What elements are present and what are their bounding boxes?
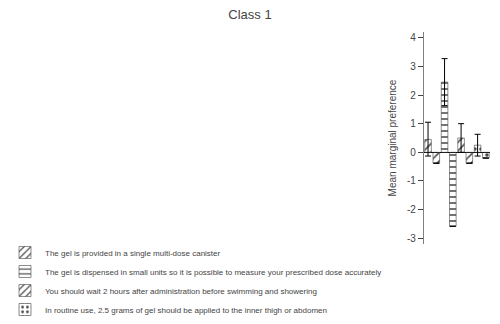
svg-text:-3: -3	[407, 233, 416, 244]
svg-text:1: 1	[410, 118, 416, 129]
svg-text:0: 0	[410, 147, 416, 158]
svg-text:In routine use, 2.5 grams of g: In routine use, 2.5 grams of gel should …	[45, 306, 327, 315]
svg-text:The gel is dispensed in small: The gel is dispensed in small units so i…	[45, 268, 381, 277]
svg-text:-2: -2	[407, 204, 416, 215]
svg-text:You should wait 2 hours after: You should wait 2 hours after administra…	[45, 287, 317, 296]
svg-text:The gel is provided in a singl: The gel is provided in a single multi-do…	[45, 249, 221, 258]
svg-text:4: 4	[410, 32, 416, 43]
svg-text:-1: -1	[407, 175, 416, 186]
svg-text:Class 1: Class 1	[228, 7, 271, 22]
svg-text:2: 2	[410, 90, 416, 101]
svg-text:3: 3	[410, 61, 416, 72]
svg-text:Mean marginal preference: Mean marginal preference	[387, 79, 398, 196]
